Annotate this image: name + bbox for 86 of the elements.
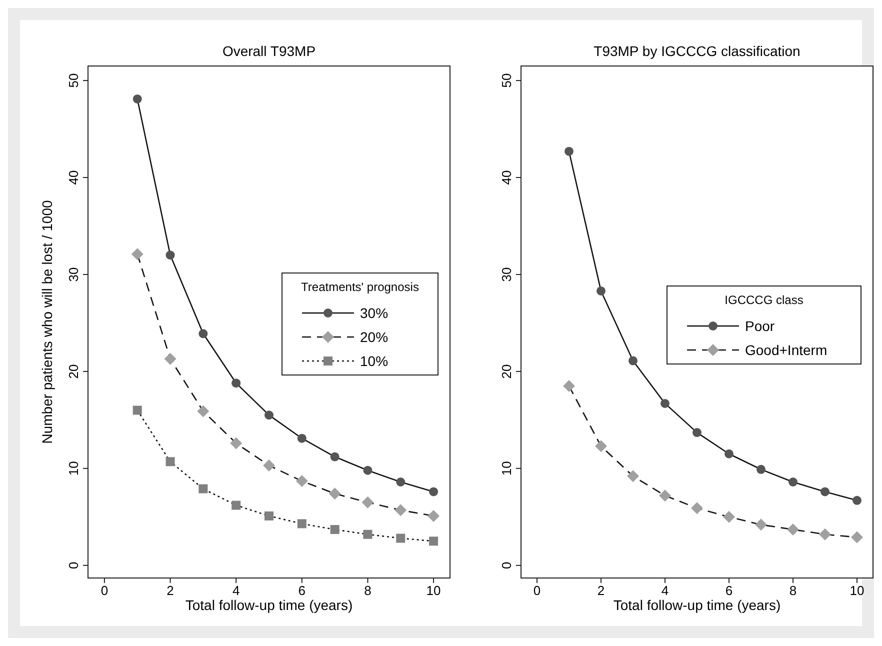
y-tick-label: 30 — [66, 267, 81, 282]
point — [660, 398, 670, 408]
y-tick-label: 50 — [66, 73, 81, 88]
point — [197, 405, 210, 418]
legend-label: 10% — [360, 353, 388, 369]
point — [851, 531, 863, 544]
y-tick-label: 10 — [499, 461, 514, 476]
point — [198, 329, 208, 338]
point — [820, 487, 830, 496]
x-tick-label: 4 — [661, 583, 669, 598]
point — [230, 437, 242, 450]
point — [627, 470, 639, 482]
y-tick-label: 20 — [499, 364, 514, 379]
point — [428, 510, 440, 522]
x-tick-label: 4 — [232, 583, 240, 598]
point — [232, 500, 241, 510]
point — [264, 410, 274, 420]
legend-label: 30% — [360, 305, 388, 321]
point — [166, 250, 175, 260]
x-tick-label: 0 — [100, 583, 108, 598]
point — [328, 488, 341, 500]
y-axis-title: Number patients who will be lost / 1000 — [39, 200, 55, 444]
point — [563, 380, 575, 392]
point — [596, 286, 606, 296]
point — [819, 528, 831, 540]
point — [691, 502, 703, 514]
point — [330, 525, 340, 534]
x-tick-label: 6 — [298, 583, 306, 598]
y-tick-label: 30 — [499, 267, 514, 282]
point — [362, 496, 374, 508]
x-tick-label: 6 — [725, 583, 733, 598]
point — [296, 475, 308, 488]
point — [363, 530, 372, 539]
point — [692, 428, 702, 438]
point — [595, 440, 607, 452]
legend-label: Good+Interm — [745, 342, 828, 358]
legend-label: Poor — [745, 318, 775, 334]
point — [396, 534, 406, 543]
chart-title: Overall T93MP — [222, 43, 316, 59]
x-axis-title: Total follow-up time (years) — [185, 597, 353, 613]
point — [132, 94, 142, 104]
point — [723, 510, 735, 523]
y-tick-label: 50 — [499, 73, 514, 88]
x-axis-title: Total follow-up time (years) — [613, 597, 781, 613]
point — [396, 478, 406, 486]
x-tick-label: 10 — [850, 583, 864, 598]
point — [394, 504, 407, 516]
y-tick-label: 0 — [499, 562, 514, 570]
point — [628, 356, 638, 366]
point — [788, 478, 798, 486]
point — [132, 406, 142, 415]
x-tick-label: 2 — [597, 583, 605, 598]
y-tick-label: 40 — [66, 170, 81, 185]
point — [756, 464, 766, 474]
y-tick-label: 0 — [66, 562, 81, 570]
x-tick-label: 8 — [789, 583, 797, 598]
point — [564, 146, 574, 156]
point — [852, 496, 862, 505]
point — [724, 449, 734, 458]
chart-title: T93MP by IGCCCG classification — [594, 43, 800, 59]
point — [166, 457, 175, 466]
point — [131, 248, 144, 260]
point — [232, 378, 241, 388]
legend-title: IGCCCG class — [724, 293, 804, 307]
point — [198, 484, 208, 494]
x-tick-label: 2 — [166, 583, 174, 598]
legend-label: 20% — [360, 329, 388, 345]
point — [429, 487, 438, 496]
point — [297, 519, 306, 528]
y-tick-label: 10 — [66, 461, 81, 476]
point — [429, 536, 438, 546]
y-tick-label: 40 — [499, 170, 514, 185]
point — [363, 466, 372, 475]
point — [297, 434, 306, 443]
x-tick-label: 10 — [426, 583, 441, 598]
point — [659, 490, 671, 502]
point — [755, 518, 767, 531]
x-tick-label: 8 — [364, 583, 372, 598]
legend-title: Treatments' prognosis — [301, 280, 419, 294]
y-tick-label: 20 — [66, 364, 81, 379]
point — [264, 511, 274, 520]
x-tick-label: 0 — [533, 583, 541, 598]
point — [263, 460, 275, 472]
point — [787, 524, 799, 536]
point — [164, 352, 176, 365]
point — [330, 452, 340, 462]
